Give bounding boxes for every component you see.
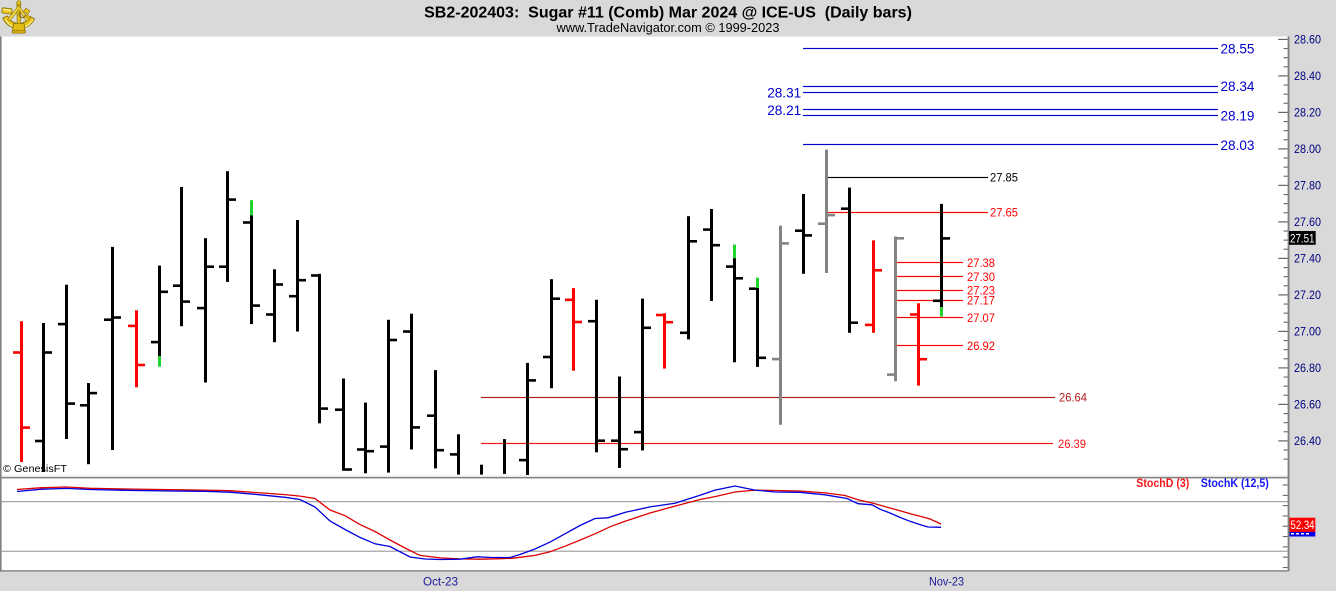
svg-text:26.80: 26.80 (1294, 361, 1321, 375)
svg-text:27.85: 27.85 (990, 171, 1018, 185)
svg-text:27.30: 27.30 (967, 270, 995, 284)
svg-text:Oct-23: Oct-23 (423, 577, 458, 589)
svg-text:28.19: 28.19 (1221, 108, 1255, 124)
svg-text:28.34: 28.34 (1221, 78, 1255, 94)
svg-text:26.40: 26.40 (1294, 434, 1321, 448)
svg-text:© GenesisFT: © GenesisFT (3, 463, 68, 475)
svg-text:StochK (12,5): StochK (12,5) (1201, 478, 1269, 490)
svg-text:28.60: 28.60 (1294, 33, 1321, 47)
svg-text:28.31: 28.31 (767, 84, 801, 100)
svg-text:28.00: 28.00 (1294, 142, 1321, 156)
svg-text:27.07: 27.07 (967, 311, 995, 325)
svg-text:27.23: 27.23 (967, 284, 995, 298)
svg-text:52.34: 52.34 (1291, 518, 1315, 532)
svg-text:28.55: 28.55 (1221, 41, 1255, 57)
svg-text:27.20: 27.20 (1294, 288, 1321, 302)
svg-text:Nov-23: Nov-23 (929, 577, 964, 589)
svg-text:27.00: 27.00 (1294, 325, 1321, 339)
svg-text:27.65: 27.65 (990, 206, 1018, 220)
svg-text:27.60: 27.60 (1294, 215, 1321, 229)
svg-text:www.TradeNavigator.com © 1999-: www.TradeNavigator.com © 1999-2023 (555, 20, 779, 35)
svg-text:27.51: 27.51 (1290, 231, 1315, 245)
svg-text:27.80: 27.80 (1294, 179, 1321, 193)
svg-text:28.20: 28.20 (1294, 106, 1321, 120)
svg-text:28.40: 28.40 (1294, 69, 1321, 83)
svg-text:26.39: 26.39 (1058, 437, 1086, 451)
svg-text:StochD (3): StochD (3) (1136, 478, 1189, 490)
svg-text:SB2-202403: Sugar #11 (Comb): SB2-202403: Sugar #11 (Comb) Mar 2024 @ … (424, 5, 912, 22)
svg-text:26.64: 26.64 (1059, 391, 1087, 405)
svg-text:28.03: 28.03 (1221, 137, 1255, 153)
svg-text:27.38: 27.38 (967, 256, 995, 270)
svg-text:27.40: 27.40 (1294, 252, 1321, 266)
svg-text:28.21: 28.21 (767, 102, 801, 118)
svg-text:27.17: 27.17 (967, 293, 995, 307)
svg-text:26.92: 26.92 (967, 339, 995, 353)
svg-text:26.60: 26.60 (1294, 398, 1321, 412)
